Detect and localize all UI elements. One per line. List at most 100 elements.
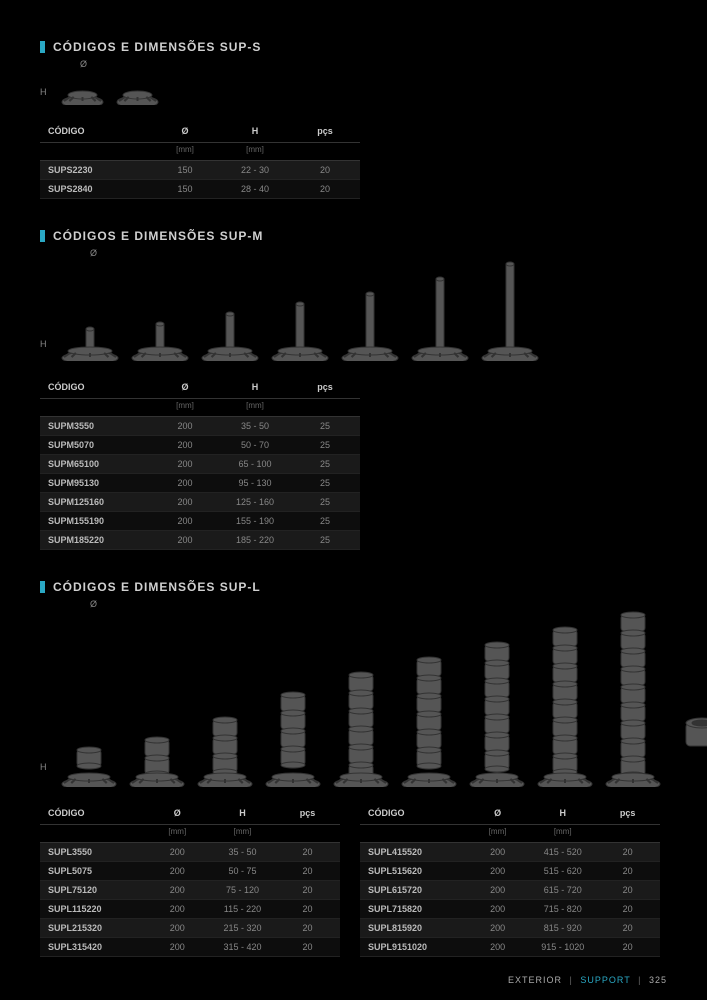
cell-h: 115 - 220 <box>210 900 275 919</box>
cell-d: 200 <box>465 862 530 881</box>
cell-d: 200 <box>150 512 220 531</box>
cell-d: 200 <box>145 919 210 938</box>
cell-p: 20 <box>290 161 360 180</box>
pedestal-icon <box>60 323 120 361</box>
cell-h: 155 - 190 <box>220 512 290 531</box>
table-row: SUPM9513020095 - 13025 <box>40 474 360 493</box>
cell-h: 615 - 720 <box>530 881 595 900</box>
th-h: H <box>220 120 290 143</box>
cell-h: 915 - 1020 <box>530 938 595 957</box>
pedestal-icon <box>468 639 526 787</box>
cell-h: 315 - 420 <box>210 938 275 957</box>
cell-p: 20 <box>595 938 660 957</box>
section-title-l: CÓDIGOS E DIMENSÕES SUP-L <box>40 580 667 594</box>
cell-d: 200 <box>150 417 220 436</box>
table-row: SUPL615720200615 - 72020 <box>360 881 660 900</box>
pedestal-icon <box>264 689 322 787</box>
cell-p: 25 <box>290 493 360 512</box>
unit-h: [mm] <box>210 825 275 843</box>
cell-code: SUPL9151020 <box>360 938 465 957</box>
cell-code: SUPL315420 <box>40 938 145 957</box>
title-bar-icon <box>40 230 45 242</box>
table-row: SUPL415520200415 - 52020 <box>360 843 660 862</box>
cell-d: 200 <box>145 900 210 919</box>
cell-h: 35 - 50 <box>220 417 290 436</box>
pedestal-icon <box>196 714 254 787</box>
cell-p: 25 <box>290 417 360 436</box>
table-row: SUPM155190200155 - 19025 <box>40 512 360 531</box>
th-d: Ø <box>145 802 210 825</box>
cell-code: SUPM5070 <box>40 436 150 455</box>
pedestal-icon <box>200 308 260 361</box>
cell-d: 200 <box>465 919 530 938</box>
table-row: SUPL215320200215 - 32020 <box>40 919 340 938</box>
cell-code: SUPS2230 <box>40 161 150 180</box>
cell-h: 35 - 50 <box>210 843 275 862</box>
cell-d: 200 <box>145 843 210 862</box>
cell-p: 20 <box>275 862 340 881</box>
cell-code: SUPM65100 <box>40 455 150 474</box>
cell-h: 65 - 100 <box>220 455 290 474</box>
unit-d: [mm] <box>150 399 220 417</box>
cell-p: 25 <box>290 474 360 493</box>
cell-d: 150 <box>150 161 220 180</box>
cell-d: 200 <box>145 862 210 881</box>
table-row: SUPL355020035 - 5020 <box>40 843 340 862</box>
th-h: H <box>530 802 595 825</box>
cell-d: 200 <box>145 881 210 900</box>
th-h: H <box>220 376 290 399</box>
title-text-s: CÓDIGOS E DIMENSÕES SUP-S <box>53 40 261 54</box>
dim-d-label: Ø <box>90 248 97 258</box>
diagrams-s: H Ø <box>40 69 667 105</box>
table-row: SUPS223015022 - 3020 <box>40 161 360 180</box>
cell-p: 20 <box>275 881 340 900</box>
pedestal-icon <box>270 298 330 361</box>
unit-h: [mm] <box>220 143 290 161</box>
title-text-l: CÓDIGOS E DIMENSÕES SUP-L <box>53 580 261 594</box>
table-row: SUPL115220200115 - 22020 <box>40 900 340 919</box>
cell-code: SUPL615720 <box>360 881 465 900</box>
pedestal-icon <box>60 744 118 787</box>
dim-h-label: H <box>40 87 47 97</box>
section-sup-s: CÓDIGOS E DIMENSÕES SUP-S H Ø CÓDIGO Ø H… <box>40 40 667 199</box>
cell-d: 200 <box>150 531 220 550</box>
cell-code: SUPL215320 <box>40 919 145 938</box>
cell-p: 20 <box>595 843 660 862</box>
table-row: SUPL7512020075 - 12020 <box>40 881 340 900</box>
cell-p: 20 <box>275 938 340 957</box>
table-row: SUPM125160200125 - 16025 <box>40 493 360 512</box>
table-row: SUPM507020050 - 7025 <box>40 436 360 455</box>
table-row: SUPM185220200185 - 22025 <box>40 531 360 550</box>
unit-d: [mm] <box>465 825 530 843</box>
table-row: SUPL815920200815 - 92020 <box>360 919 660 938</box>
th-code: CÓDIGO <box>40 802 145 825</box>
dim-h-label: H <box>40 762 47 772</box>
cell-code: SUPL715820 <box>360 900 465 919</box>
cell-d: 150 <box>150 180 220 199</box>
pedestal-icon <box>332 669 390 787</box>
dim-h-label: H <box>40 339 47 349</box>
table-row: SUPL515620200515 - 62020 <box>360 862 660 881</box>
unit-d: [mm] <box>145 825 210 843</box>
pedestal-icon <box>400 654 458 787</box>
th-d: Ø <box>465 802 530 825</box>
cell-d: 200 <box>150 474 220 493</box>
cell-h: 185 - 220 <box>220 531 290 550</box>
cell-p: 20 <box>595 919 660 938</box>
cell-p: 25 <box>290 531 360 550</box>
cell-p: 20 <box>275 900 340 919</box>
table-row: SUPL507520050 - 7520 <box>40 862 340 881</box>
cell-code: SUPS2840 <box>40 180 150 199</box>
cell-p: 20 <box>275 919 340 938</box>
cell-code: SUPM155190 <box>40 512 150 531</box>
table-row: SUPM355020035 - 5025 <box>40 417 360 436</box>
pedestal-icon <box>604 609 662 787</box>
cell-d: 200 <box>465 881 530 900</box>
cell-h: 515 - 620 <box>530 862 595 881</box>
footer-page: 325 <box>649 975 667 985</box>
dim-d-label: Ø <box>80 59 87 69</box>
unit-h: [mm] <box>530 825 595 843</box>
th-h: H <box>210 802 275 825</box>
cell-p: 25 <box>290 436 360 455</box>
cell-p: 25 <box>290 512 360 531</box>
